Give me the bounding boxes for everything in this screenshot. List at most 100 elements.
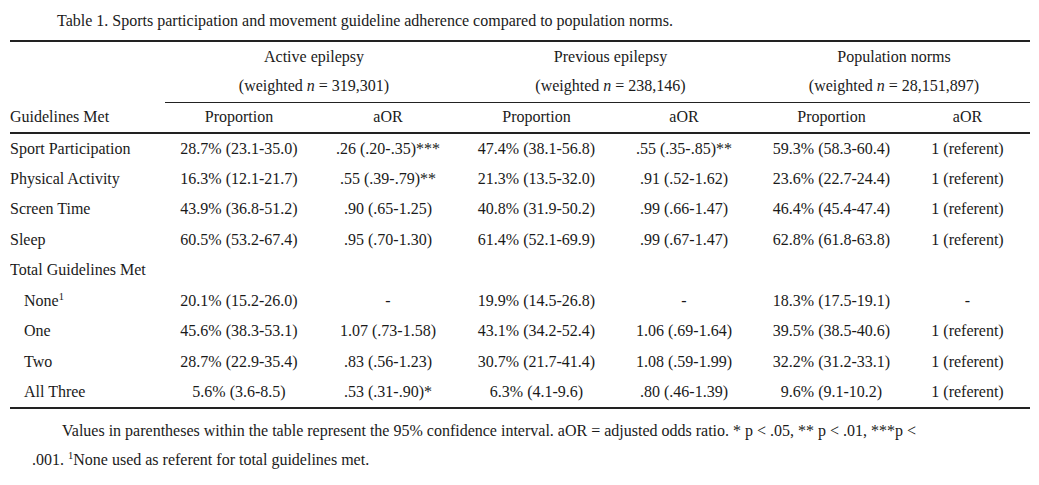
table-cell: 28.7% (22.9-35.4): [165, 347, 313, 378]
footnote-marker: 1: [68, 450, 73, 461]
table-cell: 1 (referent): [905, 225, 1030, 256]
row-label: All Three: [10, 377, 165, 408]
table-cell: .99 (.66-1.47): [610, 194, 758, 225]
table-cell: 1 (referent): [905, 316, 1030, 347]
table-cell: 6.3% (4.1-9.6): [463, 377, 610, 408]
table-row-two: Two 28.7% (22.9-35.4) .83 (.56-1.23) 30.…: [10, 347, 1030, 378]
table-cell: 62.8% (61.8-63.8): [758, 225, 905, 256]
footnote-line-2: .001. 1None used as referent for total g…: [32, 445, 1030, 474]
table-cell: 1 (referent): [905, 133, 1030, 164]
column-header-proportion: Proportion: [165, 102, 313, 133]
table-cell: [165, 255, 313, 286]
table-cell: -: [313, 286, 463, 317]
row-label: Sleep: [10, 225, 165, 256]
column-header-proportion: Proportion: [758, 102, 905, 133]
table-cell: 46.4% (45.4-47.4): [758, 194, 905, 225]
table-row-all-three: All Three 5.6% (3.6-8.5) .53 (.31-.90)* …: [10, 377, 1030, 408]
table-row-total-guidelines-met: Total Guidelines Met: [10, 255, 1030, 286]
table-cell: -: [610, 286, 758, 317]
group-header-previous-epilepsy: Previous epilepsy (weighted n = 238,146): [463, 41, 758, 102]
n-symbol: n: [307, 77, 315, 94]
group-name: Active epilepsy: [165, 42, 463, 71]
document-page: Table 1. Sports participation and moveme…: [0, 0, 1039, 474]
n-symbol: n: [603, 77, 611, 94]
table-cell: 60.5% (53.2-67.4): [165, 225, 313, 256]
table-cell: 18.3% (17.5-19.1): [758, 286, 905, 317]
table-row-physical-activity: Physical Activity 16.3% (12.1-21.7) .55 …: [10, 164, 1030, 195]
group-header-row: Active epilepsy (weighted n = 319,301) P…: [10, 41, 1030, 102]
table-row-sleep: Sleep 60.5% (53.2-67.4) .95 (.70-1.30) 6…: [10, 225, 1030, 256]
table-cell: 1.07 (.73-1.58): [313, 316, 463, 347]
table-cell: 61.4% (52.1-69.9): [463, 225, 610, 256]
group-name: Population norms: [758, 42, 1030, 71]
table-cell: 59.3% (58.3-60.4): [758, 133, 905, 164]
column-header-row: Guidelines Met Proportion aOR Proportion…: [10, 102, 1030, 133]
table-cell: 40.8% (31.9-50.2): [463, 194, 610, 225]
table-cell: .80 (.46-1.39): [610, 377, 758, 408]
table-cell: .26 (.20-.35)***: [313, 133, 463, 164]
table-footnote: Values in parentheses within the table r…: [32, 416, 1030, 474]
row-label: Two: [10, 347, 165, 378]
data-table: Active epilepsy (weighted n = 319,301) P…: [10, 40, 1030, 409]
table-cell: 20.1% (15.2-26.0): [165, 286, 313, 317]
table-cell: 21.3% (13.5-32.0): [463, 164, 610, 195]
table-row-screen-time: Screen Time 43.9% (36.8-51.2) .90 (.65-1…: [10, 194, 1030, 225]
table-cell: 32.2% (31.2-33.1): [758, 347, 905, 378]
table-cell: .53 (.31-.90)*: [313, 377, 463, 408]
table-cell: 1.08 (.59-1.99): [610, 347, 758, 378]
table-row-sport-participation: Sport Participation 28.7% (23.1-35.0) .2…: [10, 133, 1030, 164]
group-header-active-epilepsy: Active epilepsy (weighted n = 319,301): [165, 41, 463, 102]
table-cell: 43.9% (36.8-51.2): [165, 194, 313, 225]
group-header-spacer: [10, 41, 165, 102]
column-header-aor: aOR: [905, 102, 1030, 133]
row-label: Total Guidelines Met: [10, 255, 165, 286]
row-label: Sport Participation: [10, 133, 165, 164]
table-cell: 16.3% (12.1-21.7): [165, 164, 313, 195]
table-cell: 1.06 (.69-1.64): [610, 316, 758, 347]
table-cell: .55 (.39-.79)**: [313, 164, 463, 195]
table-cell: .95 (.70-1.30): [313, 225, 463, 256]
footnote-marker: 1: [59, 291, 64, 302]
table-cell: [313, 255, 463, 286]
table-cell: 39.5% (38.5-40.6): [758, 316, 905, 347]
table-title: Table 1. Sports participation and moveme…: [57, 9, 1030, 32]
table-cell: 30.7% (21.7-41.4): [463, 347, 610, 378]
table-row-one: One 45.6% (38.3-53.1) 1.07 (.73-1.58) 43…: [10, 316, 1030, 347]
table-cell: -: [905, 286, 1030, 317]
table-cell: .55 (.35-.85)**: [610, 133, 758, 164]
row-label: None1: [10, 286, 165, 317]
column-header-proportion: Proportion: [463, 102, 610, 133]
table-cell: 1 (referent): [905, 347, 1030, 378]
table-cell: .91 (.52-1.62): [610, 164, 758, 195]
table-cell: 1 (referent): [905, 164, 1030, 195]
table-cell: 1 (referent): [905, 194, 1030, 225]
table-cell: 28.7% (23.1-35.0): [165, 133, 313, 164]
table-cell: 5.6% (3.6-8.5): [165, 377, 313, 408]
group-weighted-n: (weighted n = 238,146): [463, 71, 758, 100]
table-cell: 9.6% (9.1-10.2): [758, 377, 905, 408]
table-cell: 47.4% (38.1-56.8): [463, 133, 610, 164]
column-header-aor: aOR: [313, 102, 463, 133]
column-header-guidelines-met: Guidelines Met: [10, 102, 165, 133]
table-cell: 23.6% (22.7-24.4): [758, 164, 905, 195]
row-label: Physical Activity: [10, 164, 165, 195]
table-cell: [463, 255, 610, 286]
table-cell: [905, 255, 1030, 286]
table-row-none: None1 20.1% (15.2-26.0) - 19.9% (14.5-26…: [10, 286, 1030, 317]
table-cell: [758, 255, 905, 286]
table-cell: 45.6% (38.3-53.1): [165, 316, 313, 347]
table-cell: 43.1% (34.2-52.4): [463, 316, 610, 347]
group-weighted-n: (weighted n = 319,301): [165, 71, 463, 100]
table-cell: .90 (.65-1.25): [313, 194, 463, 225]
table-cell: [610, 255, 758, 286]
group-name: Previous epilepsy: [463, 42, 758, 71]
table-cell: .99 (.67-1.47): [610, 225, 758, 256]
table-cell: 1 (referent): [905, 377, 1030, 408]
footnote-line-1: Values in parentheses within the table r…: [32, 416, 1030, 445]
column-header-aor: aOR: [610, 102, 758, 133]
group-weighted-n: (weighted n = 28,151,897): [758, 71, 1030, 100]
table-cell: .83 (.56-1.23): [313, 347, 463, 378]
group-header-population-norms: Population norms (weighted n = 28,151,89…: [758, 41, 1030, 102]
n-symbol: n: [877, 77, 885, 94]
table-cell: 19.9% (14.5-26.8): [463, 286, 610, 317]
